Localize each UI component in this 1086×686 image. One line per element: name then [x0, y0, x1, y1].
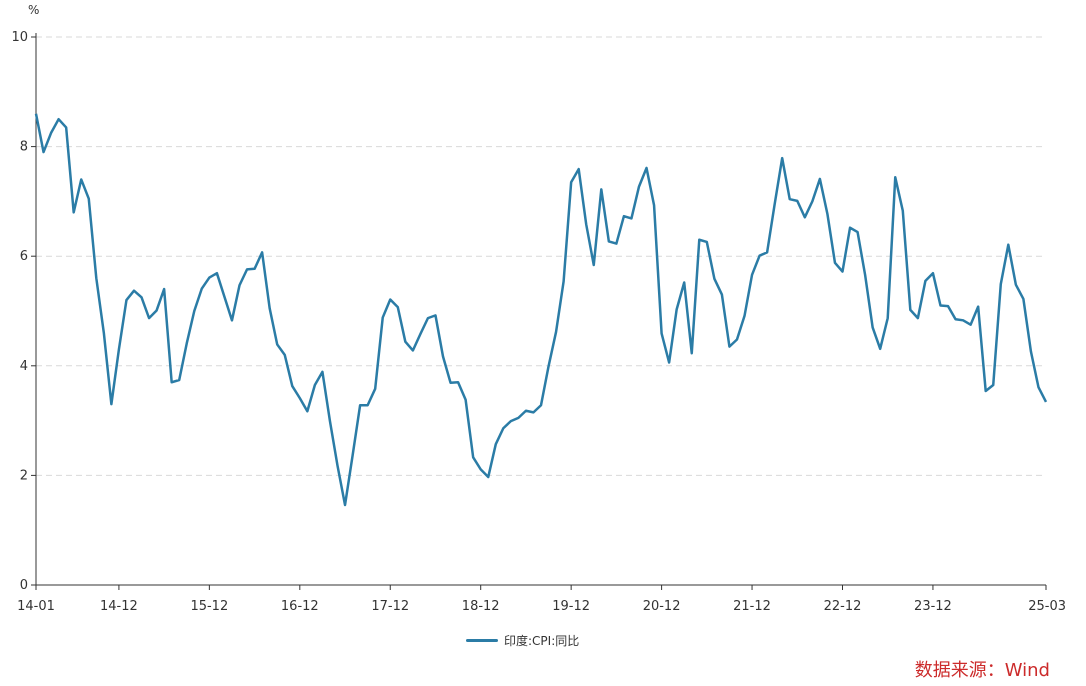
- y-tick-label: 2: [20, 468, 28, 483]
- x-tick-label: 17-12: [371, 599, 409, 614]
- x-tick-label: 19-12: [552, 599, 590, 614]
- y-tick-label: 4: [20, 359, 28, 374]
- y-axis-unit: %: [28, 3, 40, 17]
- x-tick-label: 16-12: [281, 599, 319, 614]
- source-note: 数据来源：Wind: [914, 660, 1050, 681]
- x-tick-label: 23-12: [914, 599, 952, 614]
- y-tick-label: 6: [20, 249, 28, 264]
- x-tick-label: 15-12: [190, 599, 228, 614]
- y-tick-label: 0: [20, 578, 28, 593]
- x-tick-label: 22-12: [824, 599, 862, 614]
- x-tick-label: 14-12: [100, 599, 138, 614]
- x-tick-label: 21-12: [733, 599, 771, 614]
- x-tick-label: 14-01: [17, 599, 55, 614]
- x-tick-label: 18-12: [462, 599, 500, 614]
- cpi-series-line: [34, 113, 1048, 507]
- y-tick-label: 8: [20, 140, 28, 155]
- x-tick-label: 20-12: [643, 599, 681, 614]
- x-tick-label: 25-03: [1028, 599, 1066, 614]
- legend-swatch: [466, 639, 498, 642]
- y-tick-label: 10: [11, 30, 28, 45]
- legend[interactable]: 印度:CPI:同比: [466, 632, 579, 649]
- legend-label: 印度:CPI:同比: [504, 634, 580, 648]
